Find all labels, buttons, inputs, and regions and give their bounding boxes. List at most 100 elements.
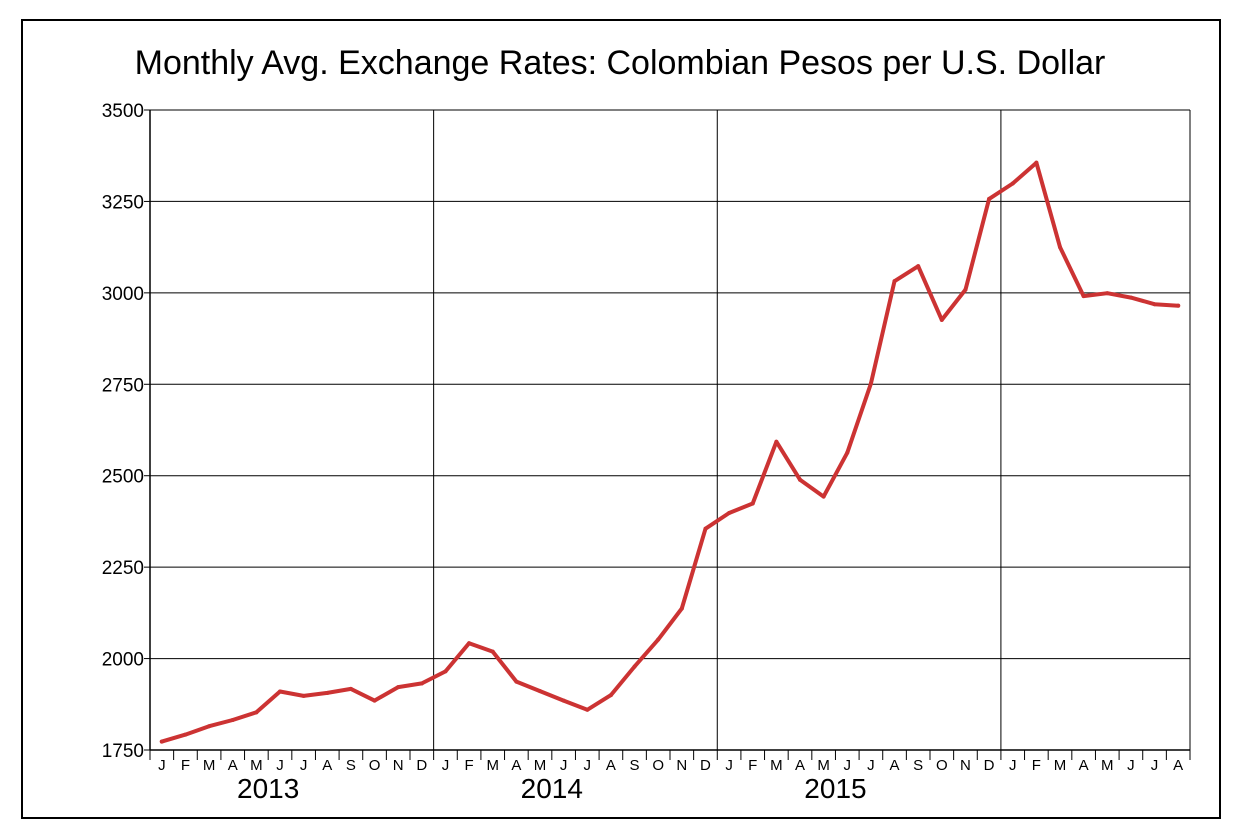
data-point	[325, 690, 330, 695]
month-label: M	[817, 757, 830, 774]
month-label: J	[1009, 757, 1017, 774]
data-point	[916, 264, 921, 269]
data-point	[301, 693, 306, 698]
month-label: A	[606, 757, 616, 774]
data-point	[585, 707, 590, 712]
y-tick-label: 3500	[102, 101, 144, 122]
data-point	[396, 685, 401, 690]
month-label: A	[322, 757, 332, 774]
year-label: 2014	[521, 773, 583, 804]
month-label: M	[203, 757, 216, 774]
data-point	[254, 710, 259, 715]
y-tick-label: 2000	[102, 650, 144, 671]
data-point	[727, 511, 732, 516]
month-label: F	[748, 757, 757, 774]
month-label: J	[844, 757, 852, 774]
year-label: 2013	[237, 773, 299, 804]
data-point	[348, 686, 353, 691]
data-point	[159, 739, 164, 744]
data-point	[443, 669, 448, 674]
y-tick-label: 2750	[102, 375, 144, 396]
month-label: A	[511, 757, 521, 774]
month-label: D	[984, 757, 995, 774]
data-point	[1128, 295, 1133, 300]
data-point	[278, 689, 282, 694]
data-point	[703, 526, 708, 531]
data-point	[774, 439, 779, 444]
month-label: D	[416, 757, 427, 774]
month-label: J	[1151, 757, 1159, 774]
data-point	[1176, 303, 1181, 308]
data-point	[561, 698, 566, 703]
data-point	[608, 693, 613, 698]
month-label: O	[369, 757, 381, 774]
month-label: J	[867, 757, 875, 774]
month-label: D	[700, 757, 711, 774]
data-point	[1152, 302, 1157, 307]
month-label: J	[442, 757, 450, 774]
month-label: J	[725, 757, 733, 774]
month-label: J	[584, 757, 592, 774]
data-point	[845, 450, 850, 455]
data-point	[514, 679, 519, 684]
data-point	[679, 606, 684, 611]
month-label: M	[250, 757, 263, 774]
data-point	[939, 317, 944, 322]
data-point	[467, 641, 472, 646]
month-label: M	[486, 757, 499, 774]
month-label: J	[560, 757, 568, 774]
data-point	[1105, 291, 1110, 296]
data-point	[868, 381, 873, 386]
month-label: J	[1127, 757, 1135, 774]
month-label: O	[936, 757, 948, 774]
month-label: O	[652, 757, 664, 774]
month-label: A	[1173, 757, 1183, 774]
month-label: A	[1079, 757, 1089, 774]
data-point	[1010, 181, 1015, 186]
data-point	[821, 494, 826, 499]
data-point	[963, 287, 968, 292]
month-label: A	[795, 757, 805, 774]
month-label: J	[158, 757, 166, 774]
data-point	[1034, 160, 1039, 165]
data-point	[230, 718, 235, 723]
series-line	[159, 160, 1181, 744]
month-label: M	[770, 757, 783, 774]
month-label: S	[630, 757, 640, 774]
chart-title: Monthly Avg. Exchange Rates: Colombian P…	[134, 44, 1106, 82]
data-point	[1058, 245, 1062, 250]
y-tick-label: 2250	[102, 558, 144, 579]
month-label: A	[228, 757, 238, 774]
data-point	[538, 689, 542, 694]
data-point	[656, 637, 661, 642]
series	[159, 160, 1181, 744]
year-label: 2015	[804, 773, 866, 804]
data-point	[207, 724, 212, 729]
data-point	[987, 196, 992, 201]
month-label: F	[1032, 757, 1041, 774]
data-point	[798, 477, 802, 482]
data-point	[1081, 294, 1086, 299]
month-label: N	[960, 757, 971, 774]
y-tick-label: 3250	[102, 192, 144, 213]
month-label: N	[676, 757, 687, 774]
data-point	[419, 681, 424, 686]
month-label: M	[534, 757, 547, 774]
data-point	[183, 732, 188, 737]
month-label: A	[890, 757, 900, 774]
month-label: M	[1054, 757, 1067, 774]
month-label: S	[346, 757, 356, 774]
y-tick-label: 1750	[102, 741, 144, 762]
y-tick-label: 3000	[102, 284, 144, 305]
data-point	[490, 649, 495, 654]
month-label: N	[393, 757, 404, 774]
data-point	[892, 279, 897, 284]
data-point	[632, 664, 637, 669]
grid	[150, 109, 1191, 751]
month-label: J	[300, 757, 308, 774]
y-tick-label: 2500	[102, 467, 144, 488]
month-label: S	[913, 757, 923, 774]
month-label: J	[276, 757, 284, 774]
